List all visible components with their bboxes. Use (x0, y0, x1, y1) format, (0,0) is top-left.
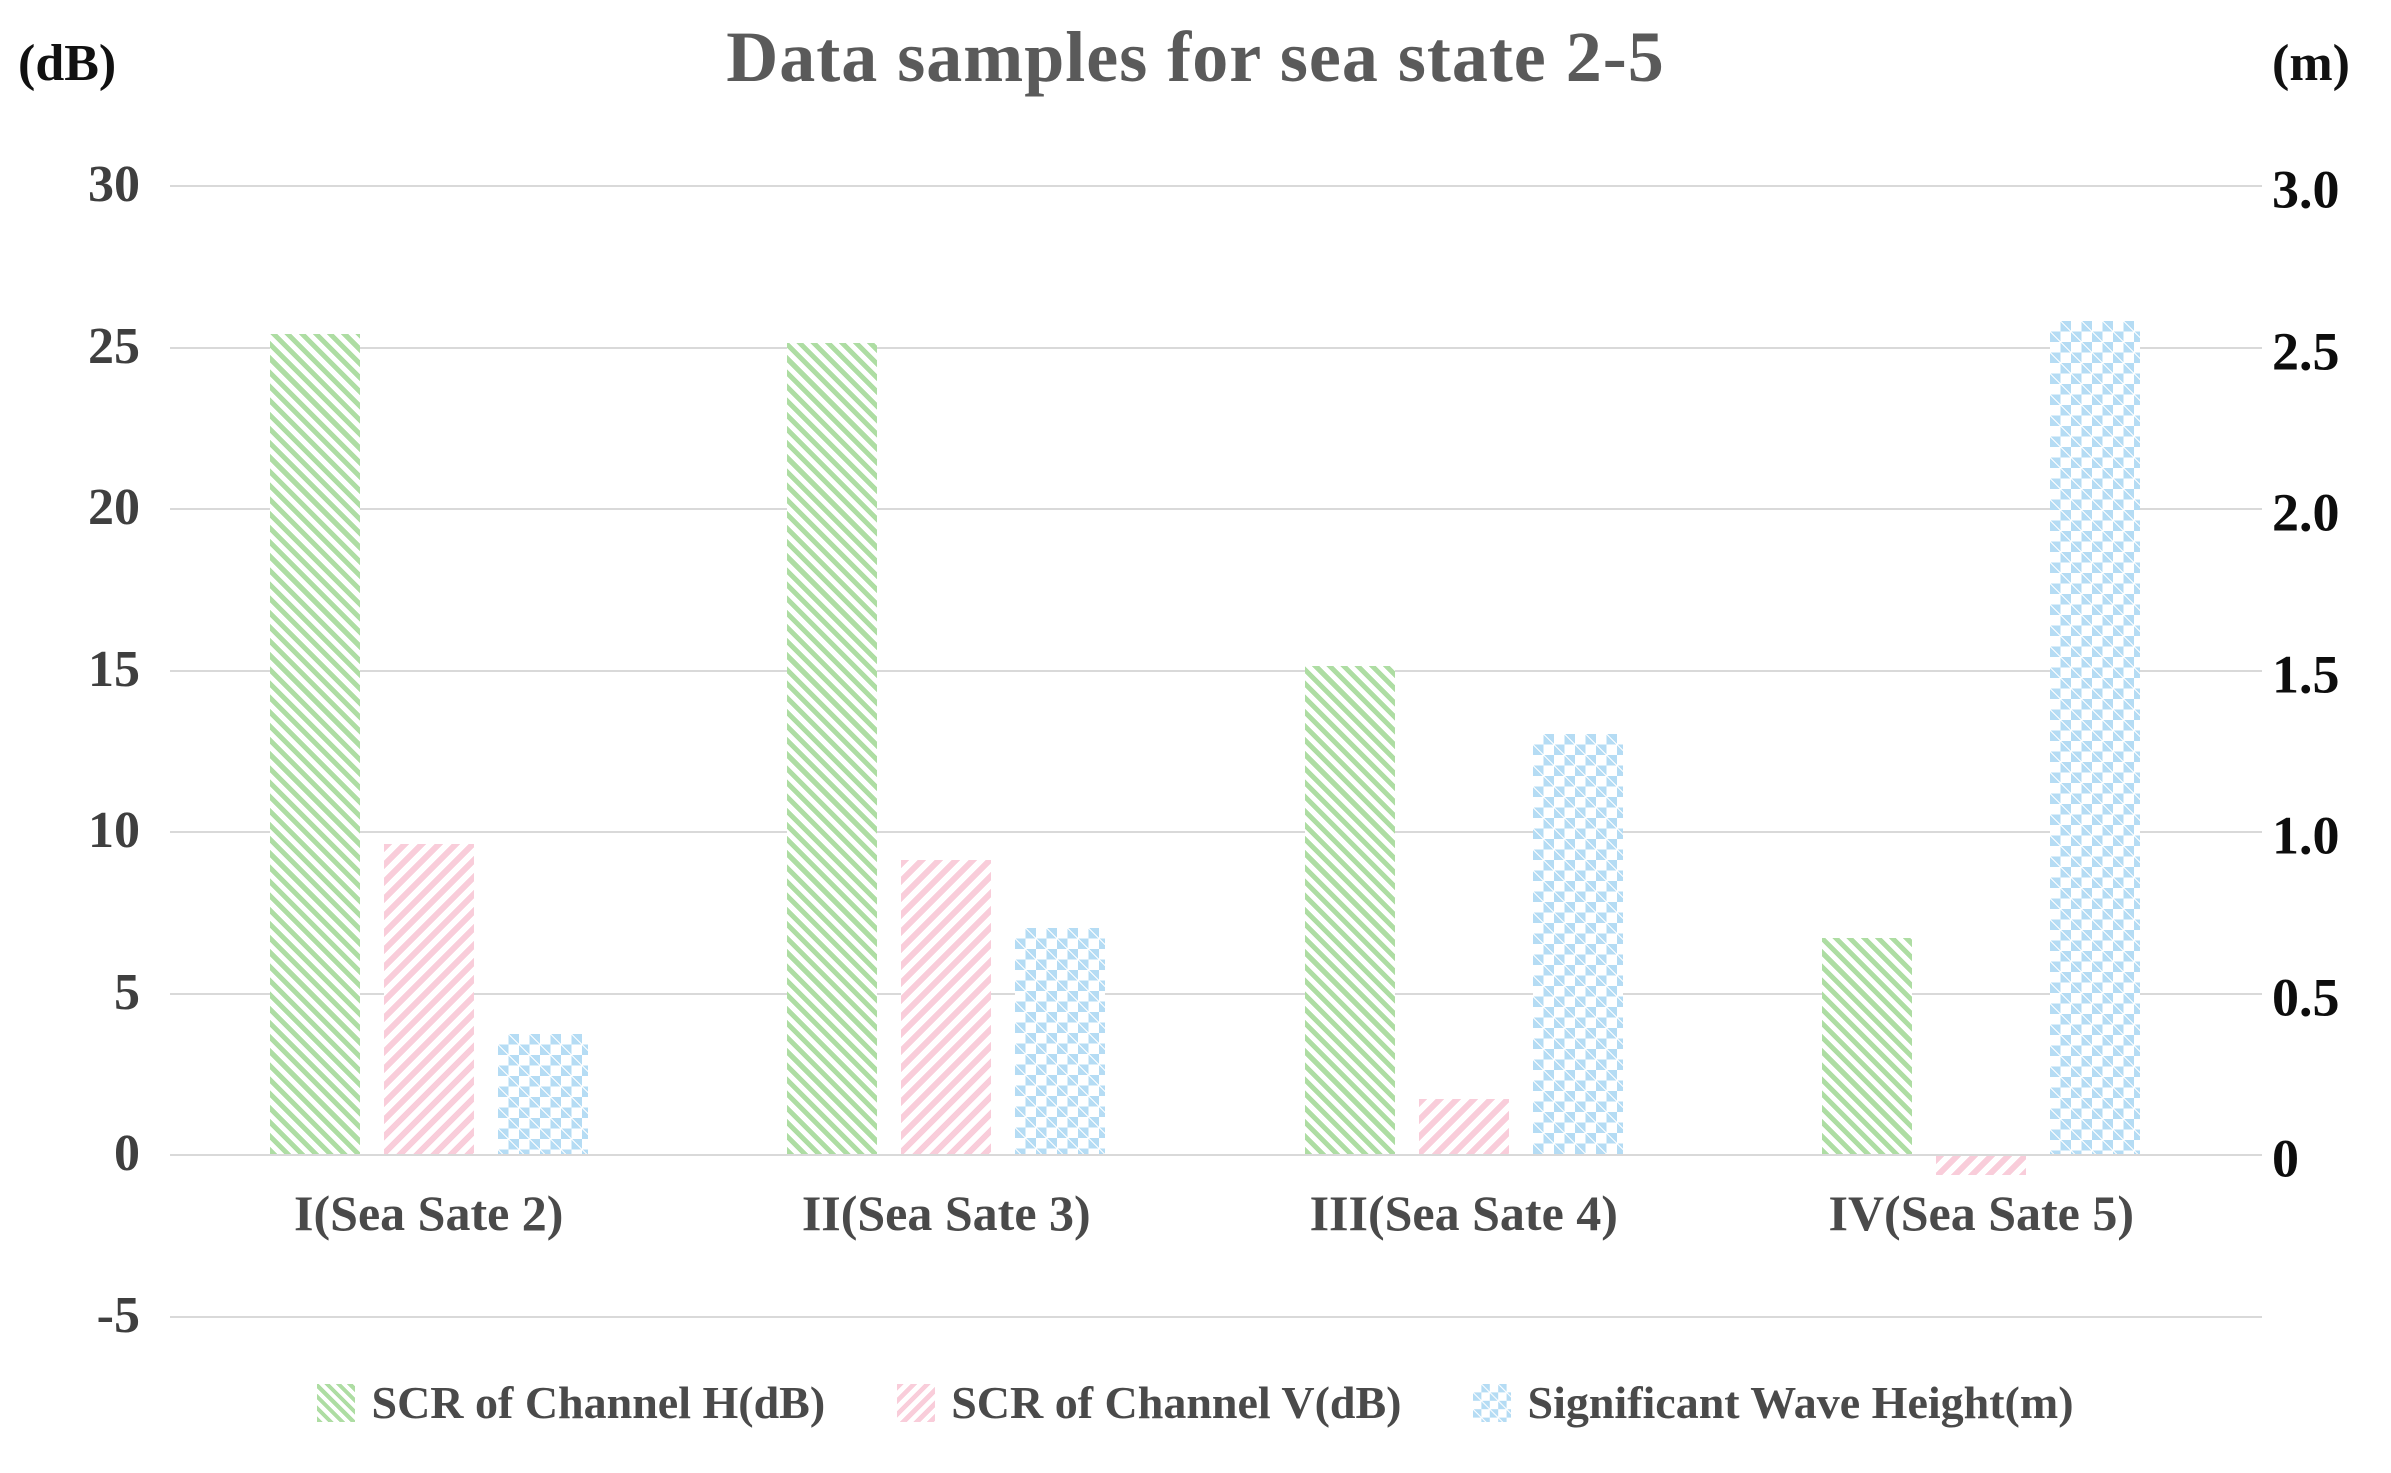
left-axis-tick-label: 0 (114, 1125, 140, 1182)
left-axis-tick-label: -5 (96, 1286, 140, 1344)
bar-scr-channel-h-4 (1822, 937, 1913, 1154)
legend: SCR of Channel H(dB) SCR of Channel V(dB)… (0, 1376, 2391, 1429)
legend-item-scr-channel-h: SCR of Channel H(dB) (317, 1376, 825, 1429)
bar-scr-channel-v-4 (1936, 1156, 2027, 1176)
bar-significant-wave-height-3 (1532, 734, 1623, 1154)
gridline (170, 992, 2262, 995)
gridline (170, 508, 2262, 510)
legend-swatch-scr-channel-v (897, 1383, 936, 1422)
bar-significant-wave-height-1 (497, 1034, 588, 1154)
right-axis-tick-label: 2.5 (2272, 320, 2340, 381)
legend-label-significant-wave-height: Significant Wave Height(m) (1527, 1377, 2074, 1428)
category-label-1: I(Sea Sate 2) (294, 1185, 564, 1241)
category-label-4: IV(Sea Sate 5) (1828, 1185, 2135, 1241)
bar-scr-channel-v-3 (1418, 1099, 1509, 1154)
category-label-2: II(Sea Sate 3) (801, 1185, 1091, 1241)
left-axis-tick-label: 15 (88, 640, 140, 698)
bar-scr-channel-v-1 (383, 843, 474, 1154)
legend-swatch-scr-channel-h (317, 1383, 356, 1422)
legend-swatch-significant-wave-height (1473, 1383, 1512, 1422)
legend-label-scr-channel-h: SCR of Channel H(dB) (371, 1377, 826, 1428)
bar-scr-channel-v-2 (901, 860, 992, 1154)
right-axis-tick-label: 1.5 (2272, 643, 2340, 704)
bar-significant-wave-height-2 (1015, 927, 1106, 1154)
bar-scr-channel-h-1 (269, 333, 360, 1154)
category-label-3: III(Sea Sate 4) (1309, 1185, 1618, 1241)
left-axis-unit: (dB) (18, 35, 117, 92)
bar-scr-channel-h-3 (1304, 666, 1395, 1154)
gridline (170, 669, 2262, 672)
gridline (170, 185, 2262, 187)
legend-label-scr-channel-v: SCR of Channel V(dB) (951, 1377, 1402, 1428)
gridline (170, 831, 2262, 833)
left-axis-tick-label: 25 (88, 317, 140, 375)
gridline (170, 1154, 2262, 1156)
legend-item-scr-channel-v: SCR of Channel V(dB) (897, 1376, 1401, 1429)
left-axis-tick-label: 30 (88, 156, 140, 213)
right-axis-tick-label: 0.5 (2272, 966, 2340, 1027)
right-axis-tick-label: 0 (2272, 1128, 2299, 1189)
right-axis-tick-label: 2.0 (2272, 482, 2340, 543)
left-axis-tick-label: 5 (114, 963, 140, 1021)
legend-item-significant-wave-height: Significant Wave Height(m) (1473, 1376, 2074, 1429)
bar-significant-wave-height-4 (2050, 320, 2141, 1154)
right-axis-tick-label: 1.0 (2272, 805, 2340, 866)
gridline (170, 346, 2262, 349)
right-axis-unit: (m) (2272, 35, 2350, 92)
gridline (170, 1315, 2262, 1318)
left-axis-tick-label: 10 (88, 802, 140, 859)
left-axis-tick-label: 20 (88, 479, 140, 536)
right-axis-tick-label: 3.0 (2272, 159, 2340, 220)
chart-title: Data samples for sea state 2-5 (726, 17, 1665, 97)
bar-scr-channel-h-2 (787, 343, 878, 1154)
